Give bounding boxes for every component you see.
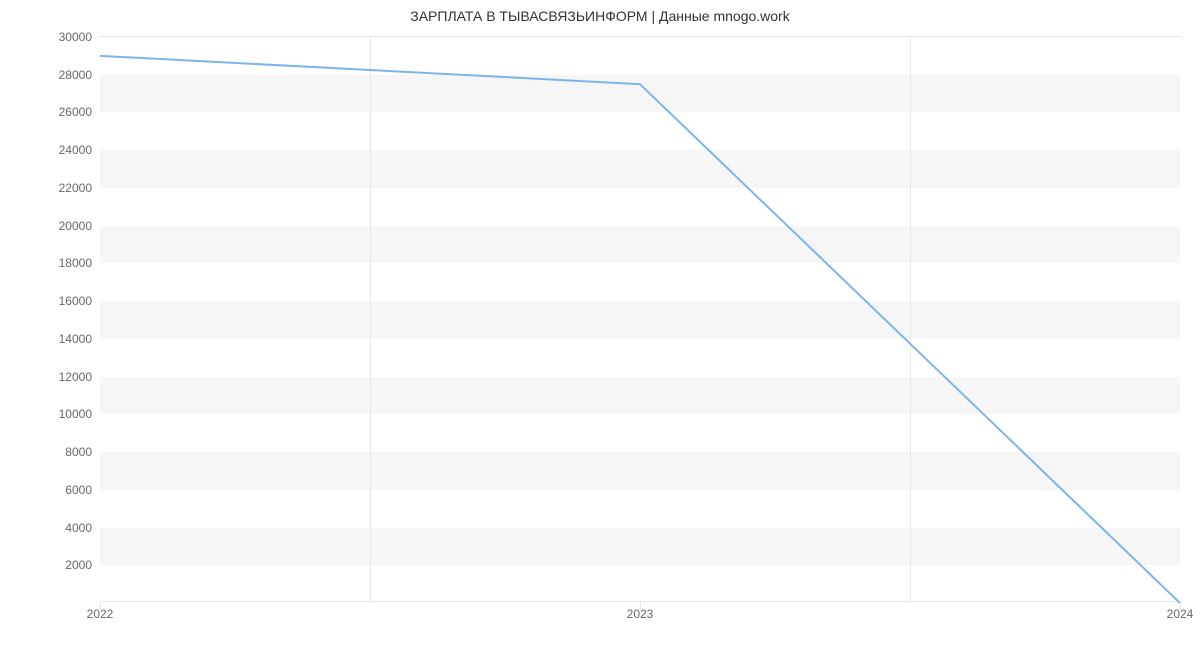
y-tick-label: 16000	[59, 294, 92, 308]
x-tick-label: 2024	[1167, 607, 1194, 621]
series-svg	[100, 37, 1180, 603]
x-tick-label: 2023	[627, 607, 654, 621]
x-tick-label: 2022	[87, 607, 114, 621]
y-tick-label: 2000	[65, 558, 92, 572]
chart-title: ЗАРПЛАТА В ТЫВАСВЯЗЬИНФОРМ | Данные mnog…	[0, 8, 1200, 24]
plot-area: 2000400060008000100001200014000160001800…	[100, 36, 1180, 602]
y-tick-label: 28000	[59, 68, 92, 82]
y-tick-label: 14000	[59, 332, 92, 346]
y-tick-label: 18000	[59, 256, 92, 270]
y-tick-label: 26000	[59, 105, 92, 119]
series-line-salary	[100, 56, 1180, 603]
y-tick-label: 20000	[59, 219, 92, 233]
y-tick-label: 30000	[59, 30, 92, 44]
y-tick-label: 12000	[59, 370, 92, 384]
y-tick-label: 6000	[65, 483, 92, 497]
y-tick-label: 24000	[59, 143, 92, 157]
y-tick-label: 4000	[65, 521, 92, 535]
y-tick-label: 8000	[65, 445, 92, 459]
y-tick-label: 22000	[59, 181, 92, 195]
y-tick-label: 10000	[59, 407, 92, 421]
